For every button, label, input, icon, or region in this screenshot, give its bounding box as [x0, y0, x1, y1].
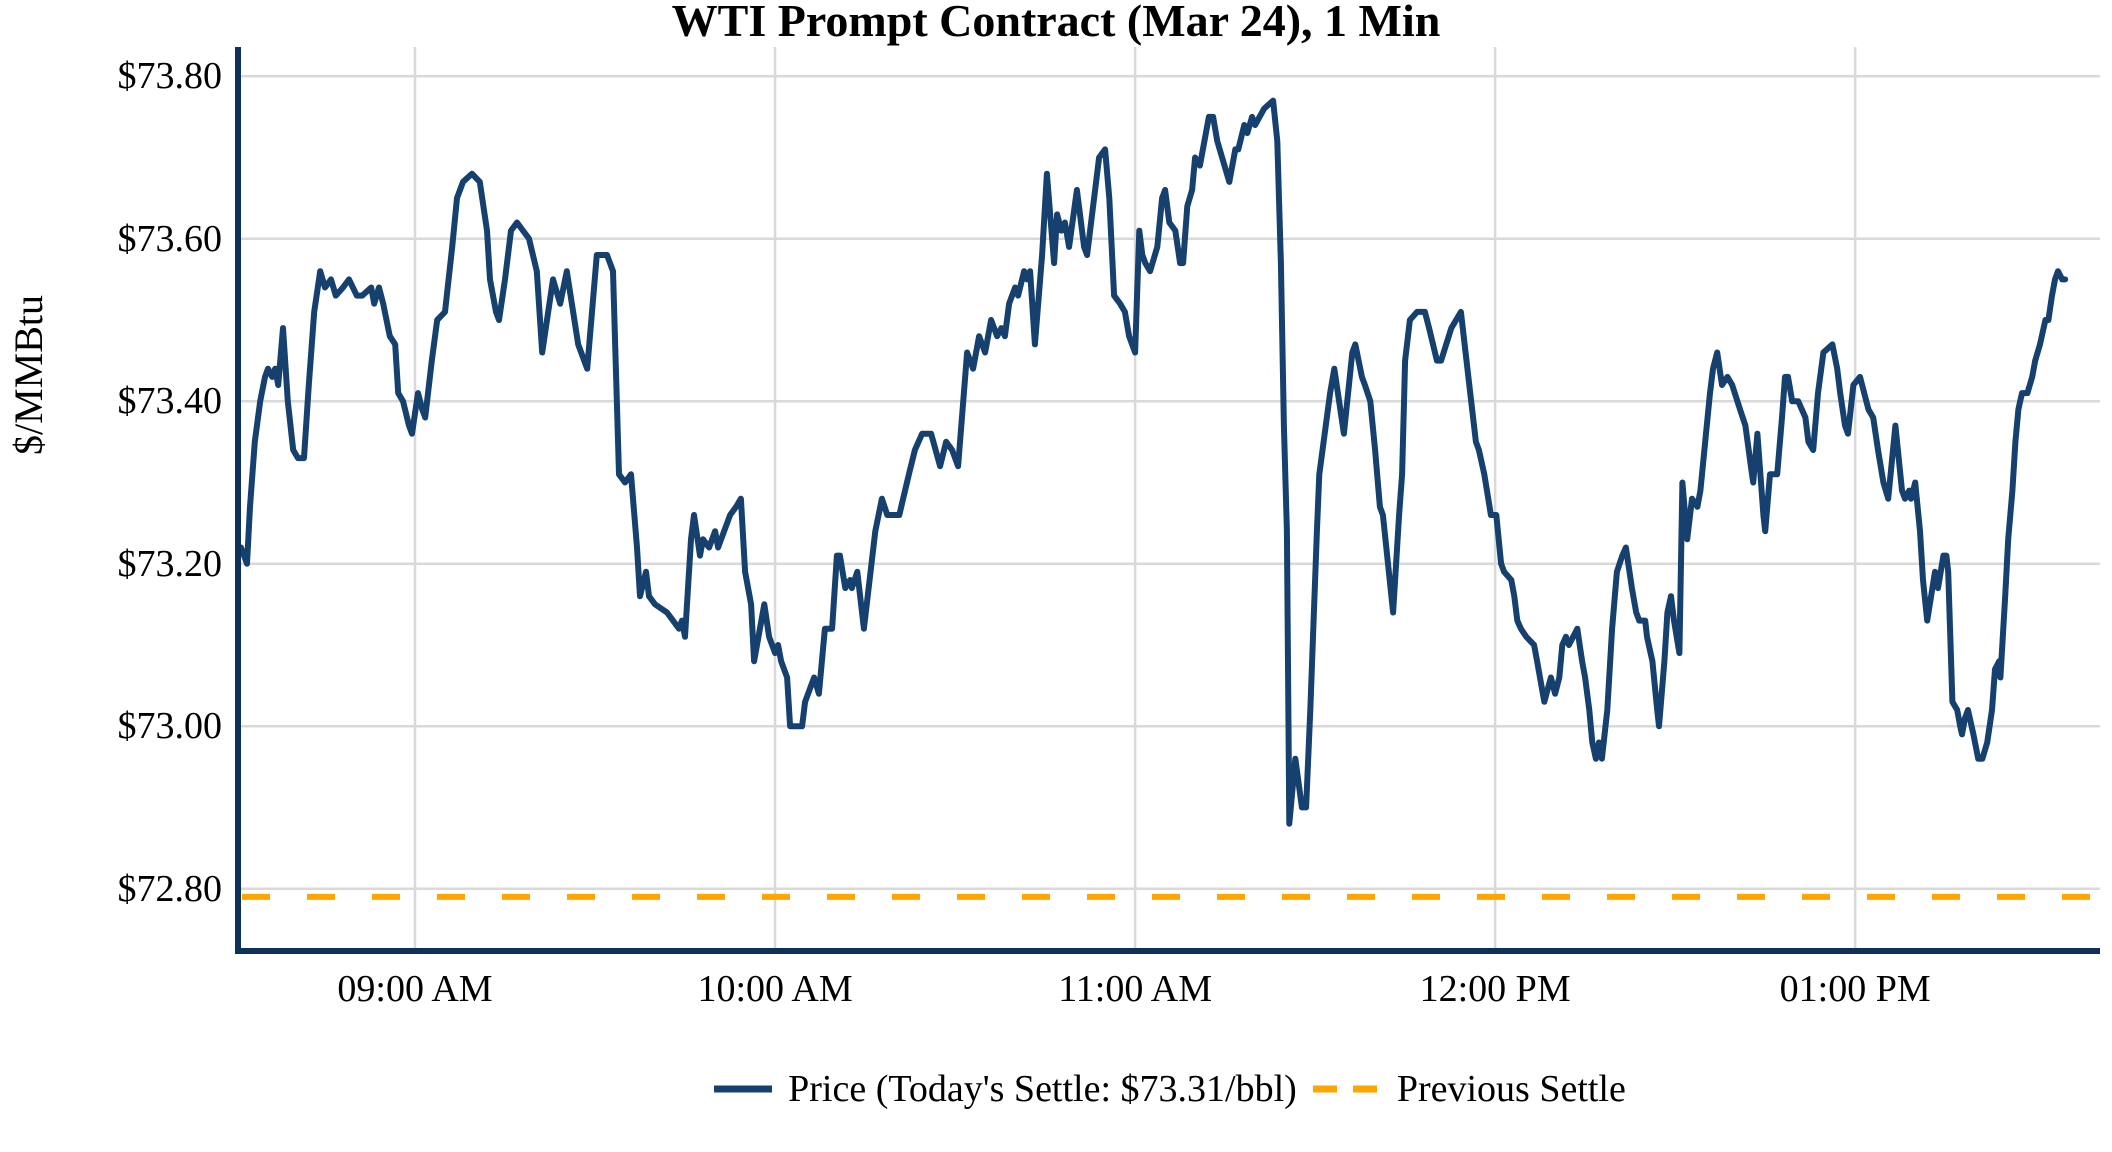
y-tick-label: $73.20	[117, 542, 223, 585]
x-axis-spine	[235, 948, 2100, 954]
legend-item-price: Price (Today's Settle: $73.31/bbl)	[712, 1067, 1297, 1111]
y-tick-label: $73.80	[117, 55, 223, 98]
price-line	[238, 97, 2069, 827]
previous-settle-swatch-icon	[1312, 1085, 1381, 1093]
x-tick-label: 12:00 PM	[1419, 968, 1571, 1010]
y-tick-label: $73.00	[117, 705, 223, 748]
x-tick-label: 01:00 PM	[1779, 968, 1931, 1010]
price-line-swatch-icon	[714, 1085, 773, 1093]
y-tick-label: $72.80	[117, 867, 223, 910]
x-tick-label: 10:00 AM	[697, 968, 853, 1010]
x-tick-label: 11:00 AM	[1058, 968, 1212, 1010]
y-tick-label: $73.40	[117, 380, 223, 423]
legend-item-previous-settle: Previous Settle	[1311, 1067, 1626, 1111]
legend-price-label: Price (Today's Settle: $73.31/bbl)	[788, 1068, 1297, 1110]
y-tick-label: $73.60	[117, 217, 223, 260]
x-tick-label: 09:00 AM	[337, 968, 493, 1010]
chart-title: WTI Prompt Contract (Mar 24), 1 Min	[671, 0, 1441, 46]
y-axis-spine	[235, 47, 241, 954]
legend: Price (Today's Settle: $73.31/bbl) Previ…	[238, 1062, 2100, 1116]
legend-previous-settle-label: Previous Settle	[1396, 1068, 1626, 1110]
